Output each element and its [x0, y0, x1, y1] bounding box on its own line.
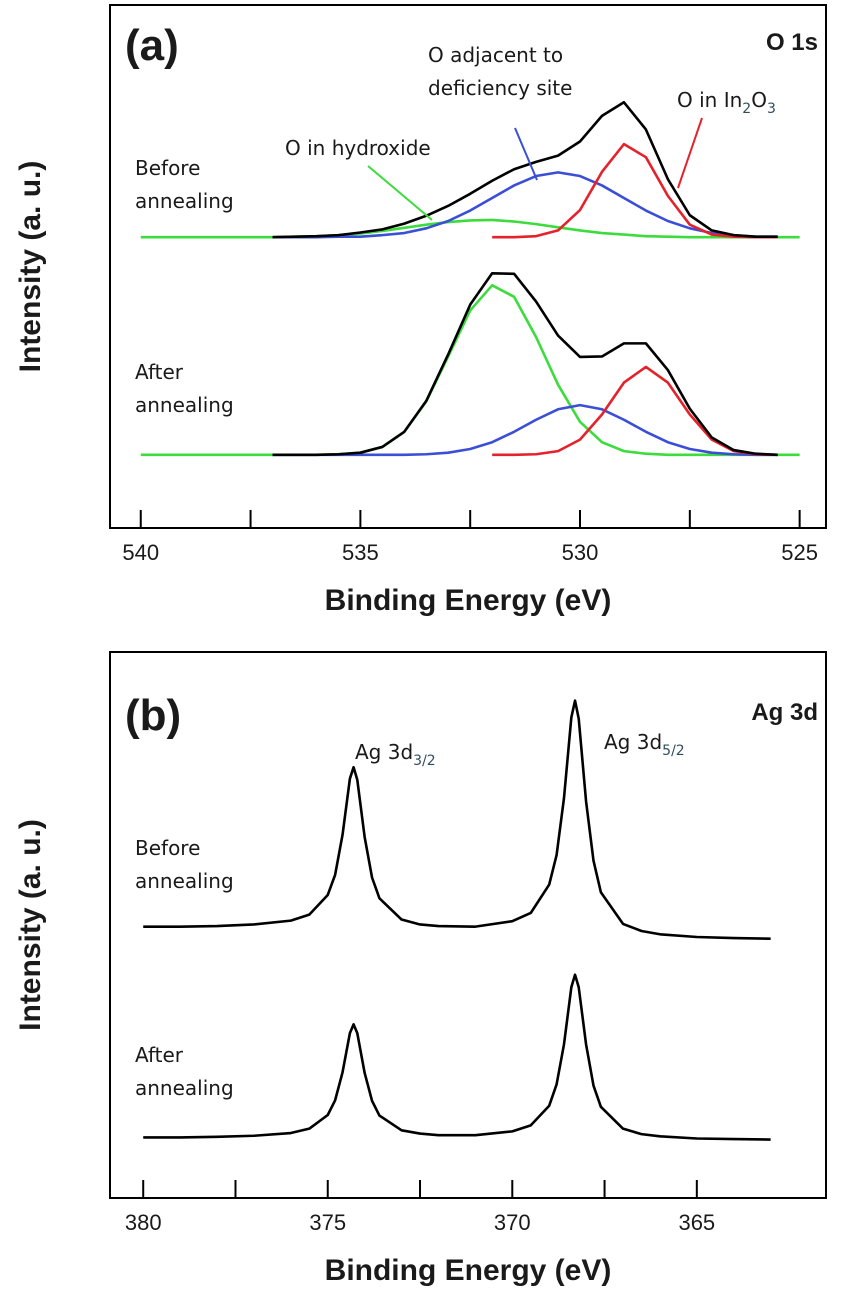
- panel-label: (b): [125, 691, 181, 740]
- spectrum-line: [143, 699, 771, 940]
- x-tick-label: 540: [122, 540, 159, 565]
- annotation: annealing: [135, 869, 234, 893]
- annotation: After: [135, 1043, 184, 1067]
- annotation: After: [135, 360, 184, 384]
- annotation-subscript: 5/2: [662, 743, 685, 759]
- x-tick-label: 375: [309, 1210, 346, 1235]
- annotation: Before: [135, 836, 200, 860]
- annotation: deficiency site: [428, 76, 572, 100]
- annotation: O in In2O3: [677, 88, 776, 117]
- spectrum-label: O 1s: [766, 29, 818, 56]
- annotation-pointer: [677, 117, 703, 189]
- spectrum-line: [272, 171, 778, 239]
- x-tick-label: 525: [781, 540, 818, 565]
- annotation: Ag 3d5/2: [604, 730, 685, 759]
- annotation: Ag 3d3/2: [355, 740, 436, 769]
- panel: 380 375 370 365 Binding Energy (eV) Intensity…: [14, 651, 827, 1287]
- annotation: annealing: [135, 393, 234, 417]
- annotation: O adjacent to: [428, 43, 563, 67]
- annotation-pointer: [367, 165, 433, 221]
- annotation: annealing: [135, 1076, 234, 1100]
- annotation-subscript: 2: [742, 101, 751, 117]
- spectrum-line: [272, 272, 778, 457]
- annotation: annealing: [135, 189, 234, 213]
- spectrum-line: [492, 142, 778, 239]
- spectrum-line: [143, 973, 771, 1141]
- x-tick-label: 530: [562, 540, 599, 565]
- annotation-text: Ag 3d: [355, 740, 413, 764]
- annotation-text: O: [751, 88, 767, 112]
- spectrum-line: [492, 365, 778, 457]
- panel-label: (a): [125, 21, 179, 70]
- x-tick-label: 380: [125, 1210, 162, 1235]
- annotation-text: O in In: [677, 88, 742, 112]
- spectrum-line: [140, 218, 800, 239]
- x-tick-label: 370: [494, 1210, 531, 1235]
- x-tick-label: 535: [342, 540, 379, 565]
- spectrum-line: [272, 100, 778, 239]
- spectrum-label: Ag 3d: [751, 699, 818, 726]
- annotation-text: Ag 3d: [604, 730, 662, 754]
- annotation: O in hydroxide: [285, 136, 431, 160]
- annotation-pointer: [514, 127, 538, 181]
- spectrum-line: [272, 403, 778, 457]
- spectrum-line: [140, 284, 800, 457]
- y-axis-title: Intensity (a. u.): [14, 819, 47, 1031]
- annotation-subscript: 3/2: [413, 753, 436, 769]
- annotation-subscript: 3: [767, 101, 776, 117]
- x-axis-title: Binding Energy (eV): [325, 584, 612, 617]
- panel: 540 535 530 525 Binding Energy (eV) Intensity…: [14, 4, 827, 617]
- plot-frame: [109, 4, 827, 529]
- plot-frame: [109, 651, 827, 1199]
- x-axis-title: Binding Energy (eV): [325, 1254, 612, 1287]
- y-axis-title: Intensity (a. u.): [14, 161, 47, 373]
- x-tick-label: 365: [678, 1210, 715, 1235]
- annotation: Before: [135, 156, 200, 180]
